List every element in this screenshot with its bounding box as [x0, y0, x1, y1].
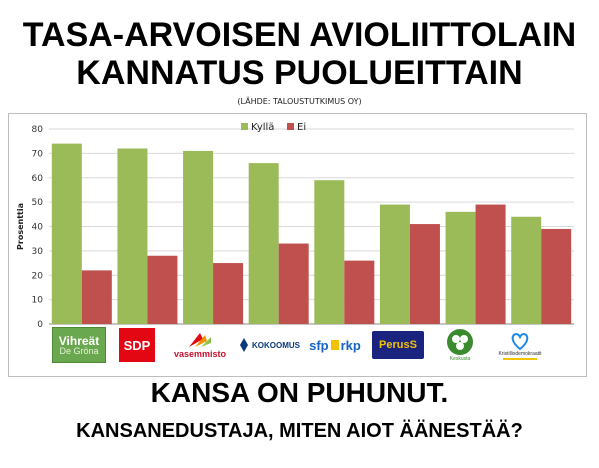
logo-rkp-text: rkp: [340, 337, 361, 353]
bar-ei: [213, 263, 244, 324]
bar-kylla: [314, 180, 345, 324]
legend-swatch-kylla: [241, 123, 248, 130]
y-tick-label: 60: [32, 174, 44, 184]
y-tick-label: 80: [32, 125, 44, 135]
keskusta-clover-icon: [447, 329, 473, 355]
logo-sfp-rkp: sfp rkp: [302, 325, 368, 365]
bar-ei: [278, 243, 309, 324]
y-tick-label: 70: [32, 149, 44, 159]
logo-keskusta: Keskusta: [440, 325, 480, 365]
logo-sdp-text: SDP: [123, 337, 151, 353]
bar-ei: [475, 204, 506, 324]
logo-sdp: SDP: [118, 325, 156, 365]
bar-ei: [81, 270, 112, 324]
title-line-2: KANNATUS PUOLUEITTAIN: [76, 54, 523, 92]
logo-keskusta-text: Keskusta: [449, 356, 471, 362]
logo-vasemmisto-text: vasemmisto: [173, 349, 227, 359]
rkp-lion-icon: [330, 340, 339, 350]
logo-kokoomus-text: KOKOOMUS: [252, 340, 300, 350]
bar-ei: [147, 255, 178, 324]
bottom-headline: KANSA ON PUHUNUT.: [150, 377, 449, 408]
kd-heart-icon: [511, 332, 529, 350]
bar-chart: 0 10 20 30 40 50 60 70 80 Prosenttia Kyllä Ei: [16, 122, 574, 330]
vasemmisto-flag-icon: [189, 333, 211, 347]
title-line-1: TASA-ARVOISEN AVIOLIITTOLAIN: [22, 16, 577, 54]
logo-vihreat-text-1: Vihreät: [58, 333, 100, 348]
logo-vihreat: Vihreät De Gröna: [52, 325, 106, 365]
y-axis-label: Prosenttia: [16, 203, 25, 250]
source-note: (LÄHDE: TALOUSTUTKIMUS OY): [237, 97, 362, 106]
bar-kylla: [248, 163, 279, 324]
y-tick-label: 0: [37, 320, 43, 330]
bottom-question: KANSANEDUSTAJA, MITEN AIOT ÄÄNESTÄÄ?: [76, 420, 523, 442]
y-tick-label: 10: [32, 296, 44, 306]
bar-kylla: [51, 143, 82, 324]
logo-perus-text: PerusS: [379, 339, 417, 351]
y-tick-label: 30: [32, 247, 44, 257]
bar-ei: [541, 228, 572, 324]
bar-kylla: [183, 150, 214, 324]
kokoomus-torch-icon: [240, 338, 248, 352]
logo-vihreat-text-2: De Gröna: [59, 345, 99, 356]
logo-kd: Kristillisdemokraatit: [492, 325, 548, 365]
bar-kylla: [445, 211, 476, 324]
bar-ei: [409, 224, 440, 324]
y-tick-label: 20: [32, 271, 44, 281]
legend-label-kylla: Kyllä: [251, 122, 274, 133]
legend-swatch-ei: [287, 123, 294, 130]
bar-ei: [344, 260, 375, 324]
logo-kd-text: Kristillisdemokraatit: [498, 350, 542, 357]
kd-underline: [503, 357, 537, 360]
y-tick-label: 50: [32, 198, 44, 208]
bar-kylla: [379, 204, 410, 324]
bar-kylla: [511, 216, 542, 324]
bar-kylla: [117, 148, 148, 324]
logo-sfp-text: sfp: [309, 337, 329, 353]
legend-label-ei: Ei: [297, 122, 306, 133]
logo-vasemmisto: vasemmisto: [170, 325, 230, 365]
y-tick-label: 40: [32, 223, 44, 233]
logo-perussuomalaiset: PerusS: [370, 325, 426, 365]
logo-kokoomus: KOKOOMUS: [238, 325, 300, 365]
